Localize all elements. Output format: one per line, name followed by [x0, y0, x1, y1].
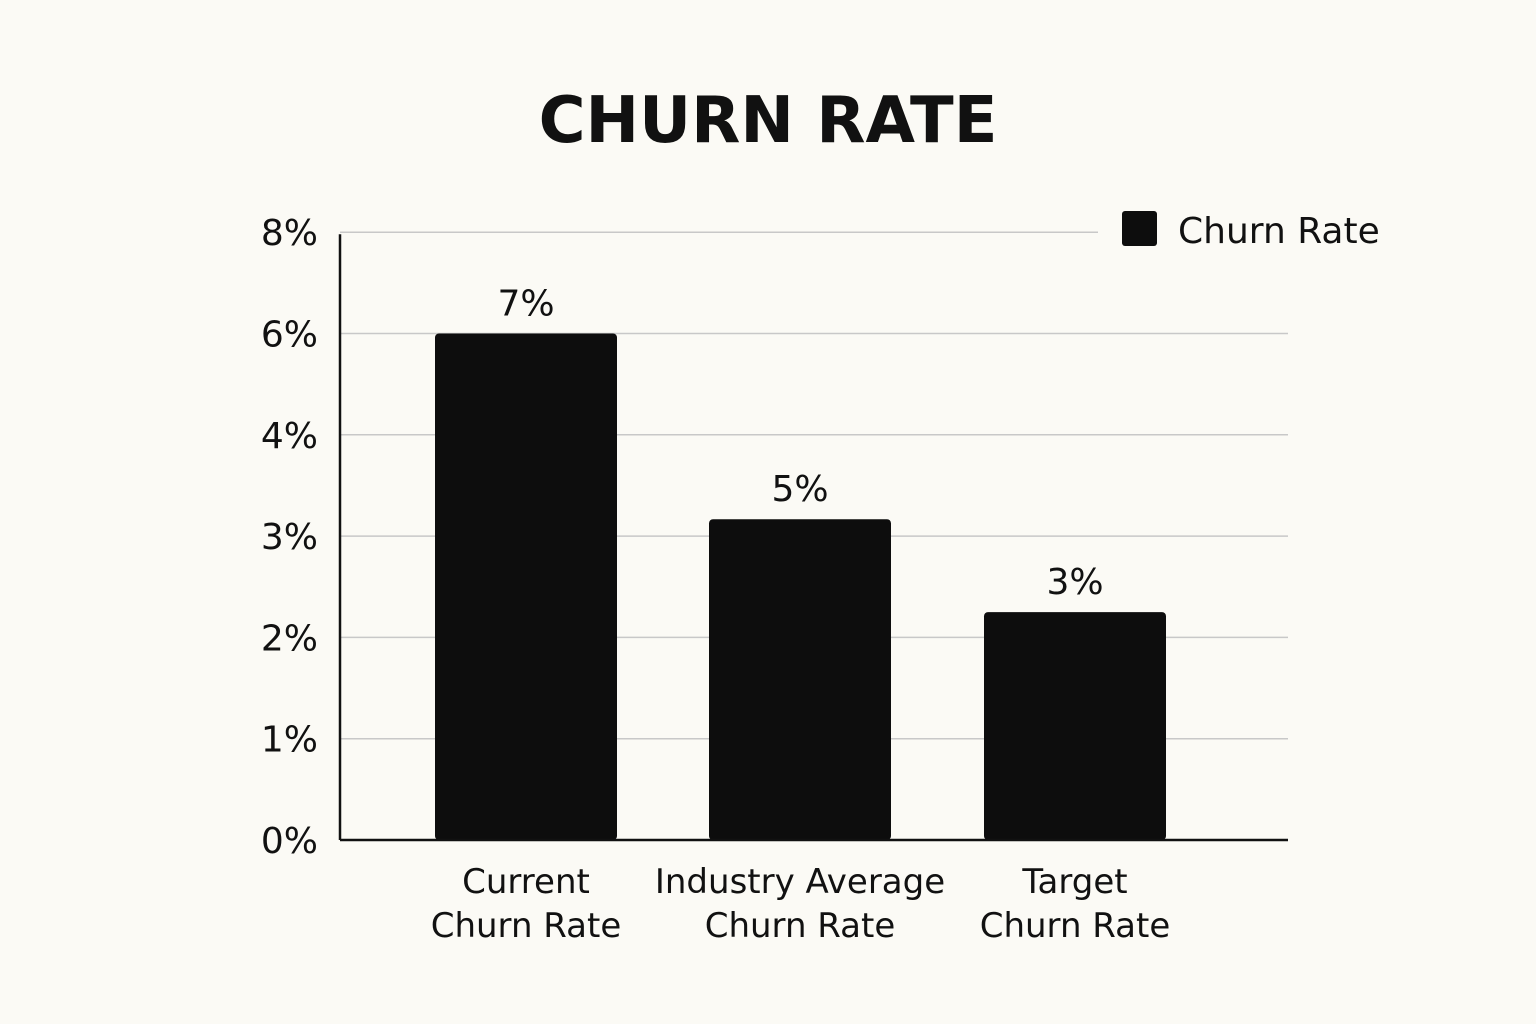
y-tick-label: 1%	[261, 720, 318, 761]
legend: Churn Rate	[1122, 211, 1380, 252]
data-label: 5%	[771, 469, 828, 510]
legend-swatch	[1122, 211, 1157, 246]
y-tick-label: 6%	[261, 315, 318, 356]
bar	[435, 333, 617, 840]
x-tick-label: Current	[462, 862, 590, 902]
y-axis-ticks: 0% 1% 2% 3% 4% 6% 8%	[261, 213, 318, 862]
bar	[709, 519, 891, 840]
x-tick-label: Industry Average	[655, 862, 945, 902]
y-tick-label: 8%	[261, 213, 318, 254]
y-tick-label: 4%	[261, 416, 318, 457]
data-labels: 7% 5% 3%	[497, 284, 1103, 604]
data-label: 7%	[497, 284, 554, 325]
bars	[435, 333, 1166, 840]
legend-label: Churn Rate	[1178, 211, 1380, 252]
x-tick-label: Churn Rate	[980, 906, 1171, 946]
bar	[984, 612, 1166, 840]
y-tick-label: 0%	[261, 821, 318, 862]
y-tick-label: 2%	[261, 618, 318, 659]
data-label: 3%	[1046, 562, 1103, 603]
x-tick-label: Churn Rate	[705, 906, 896, 946]
x-tick-label: Target	[1021, 862, 1127, 902]
chart-title: CHURN RATE	[539, 84, 998, 158]
axes	[338, 234, 1288, 842]
y-tick-label: 3%	[261, 517, 318, 558]
x-tick-label: Churn Rate	[431, 906, 622, 946]
